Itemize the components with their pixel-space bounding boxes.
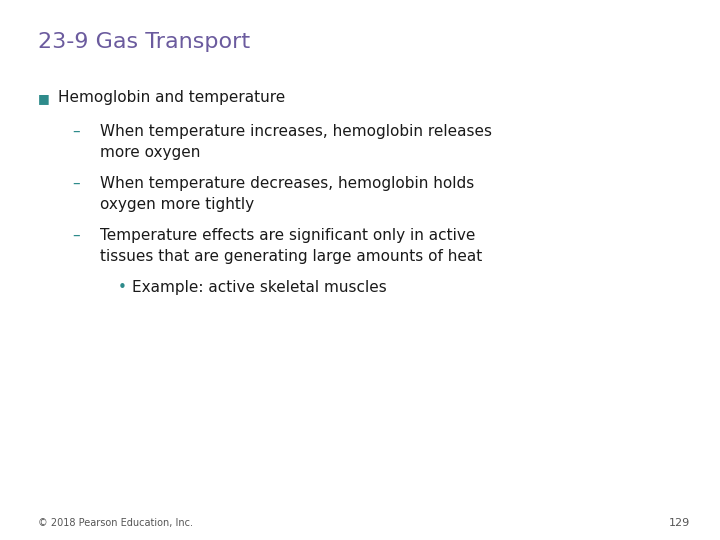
Text: –: – xyxy=(72,124,80,139)
Text: When temperature decreases, hemoglobin holds: When temperature decreases, hemoglobin h… xyxy=(100,176,474,191)
Text: •: • xyxy=(118,280,127,295)
Text: 129: 129 xyxy=(669,518,690,528)
Text: © 2018 Pearson Education, Inc.: © 2018 Pearson Education, Inc. xyxy=(38,518,193,528)
Text: more oxygen: more oxygen xyxy=(100,145,200,160)
Text: Example: active skeletal muscles: Example: active skeletal muscles xyxy=(132,280,387,295)
Text: Temperature effects are significant only in active: Temperature effects are significant only… xyxy=(100,228,475,243)
Text: oxygen more tightly: oxygen more tightly xyxy=(100,197,254,212)
Text: –: – xyxy=(72,176,80,191)
Text: 23-9 Gas Transport: 23-9 Gas Transport xyxy=(38,32,250,52)
Text: ■: ■ xyxy=(38,92,50,105)
Text: Hemoglobin and temperature: Hemoglobin and temperature xyxy=(58,90,285,105)
Text: –: – xyxy=(72,228,80,243)
Text: tissues that are generating large amounts of heat: tissues that are generating large amount… xyxy=(100,249,482,264)
Text: When temperature increases, hemoglobin releases: When temperature increases, hemoglobin r… xyxy=(100,124,492,139)
